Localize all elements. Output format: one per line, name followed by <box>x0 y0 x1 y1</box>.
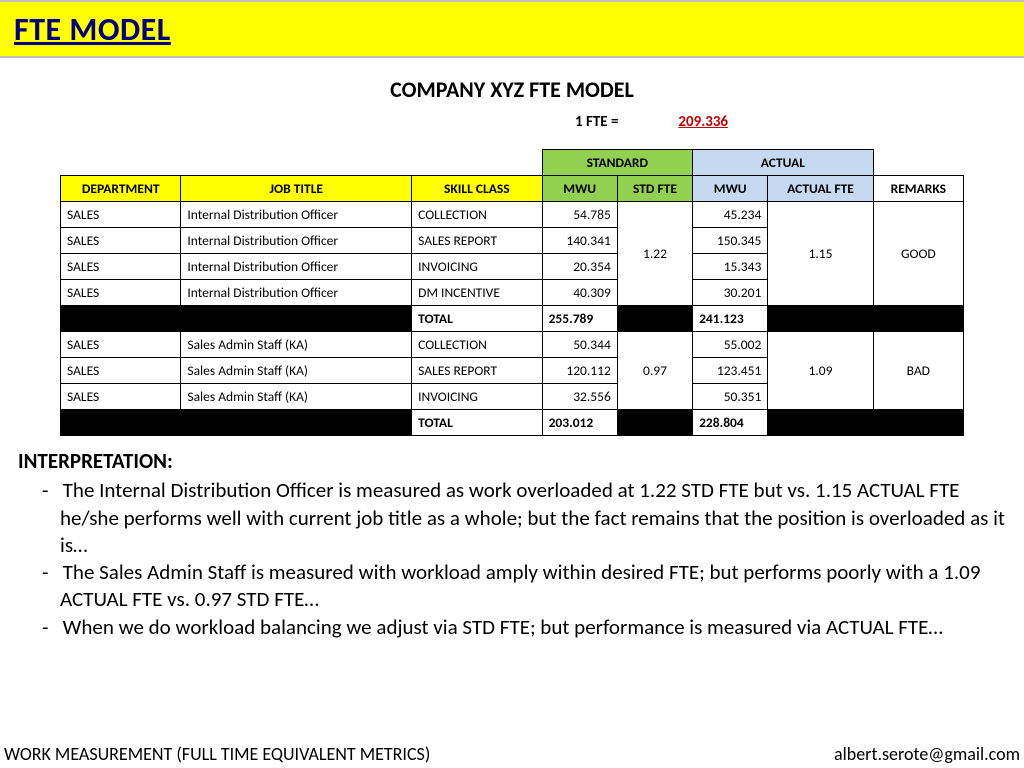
col-remarks: REMARKS <box>873 176 963 202</box>
group-actual: ACTUAL <box>693 150 874 176</box>
content-area: COMPANY XYZ FTE MODEL 1 FTE = 209.336 ST… <box>0 58 1024 436</box>
total-row: TOTAL 255.789 241.123 <box>61 306 964 332</box>
col-actfte: ACTUAL FTE <box>768 176 873 202</box>
col-job: JOB TITLE <box>181 176 412 202</box>
table-row: SALES Internal Distribution Officer COLL… <box>61 202 964 228</box>
fte-table: STANDARD ACTUAL DEPARTMENT JOB TITLE SKI… <box>60 149 964 436</box>
stdfte-g1: 1.22 <box>617 202 692 306</box>
interpretation-item: When we do workload balancing we adjust … <box>42 614 1006 641</box>
actfte-g1: 1.15 <box>768 202 873 306</box>
footer: WORK MEASUREMENT (FULL TIME EQUIVALENT M… <box>0 743 1024 765</box>
fte-constant: 1 FTE = 209.336 <box>575 113 994 131</box>
remarks-g1: GOOD <box>873 202 963 306</box>
total-row: TOTAL 203.012 228.804 <box>61 410 964 436</box>
remarks-g2: BAD <box>873 332 963 410</box>
col-skill: SKILL CLASS <box>412 176 542 202</box>
table-row: SALES Sales Admin Staff (KA) COLLECTION … <box>61 332 964 358</box>
actfte-g2: 1.09 <box>768 332 873 410</box>
interpretation-item: The Internal Distribution Officer is mea… <box>42 477 1006 559</box>
stdfte-g2: 0.97 <box>617 332 692 410</box>
footer-right: albert.serote@gmail.com <box>834 743 1020 765</box>
group-header-row: STANDARD ACTUAL <box>61 150 964 176</box>
col-stdfte: STD FTE <box>617 176 692 202</box>
interpretation-item: The Sales Admin Staff is measured with w… <box>42 559 1006 614</box>
interpretation-heading: INTERPRETATION: <box>18 448 1006 475</box>
group-standard: STANDARD <box>542 150 693 176</box>
col-dept: DEPARTMENT <box>61 176 181 202</box>
company-title: COMPANY XYZ FTE MODEL <box>30 76 994 103</box>
footer-left: WORK MEASUREMENT (FULL TIME EQUIVALENT M… <box>4 743 430 765</box>
banner-title: FTE MODEL <box>14 10 171 49</box>
col-mwu-act: MWU <box>693 176 768 202</box>
fte-label: 1 FTE = <box>575 113 655 131</box>
banner: FTE MODEL <box>0 0 1024 58</box>
col-mwu-std: MWU <box>542 176 617 202</box>
column-header-row: DEPARTMENT JOB TITLE SKILL CLASS MWU STD… <box>61 176 964 202</box>
interpretation-list: The Internal Distribution Officer is mea… <box>18 477 1006 641</box>
interpretation: INTERPRETATION: The Internal Distributio… <box>0 436 1024 641</box>
fte-value: 209.336 <box>678 113 728 131</box>
